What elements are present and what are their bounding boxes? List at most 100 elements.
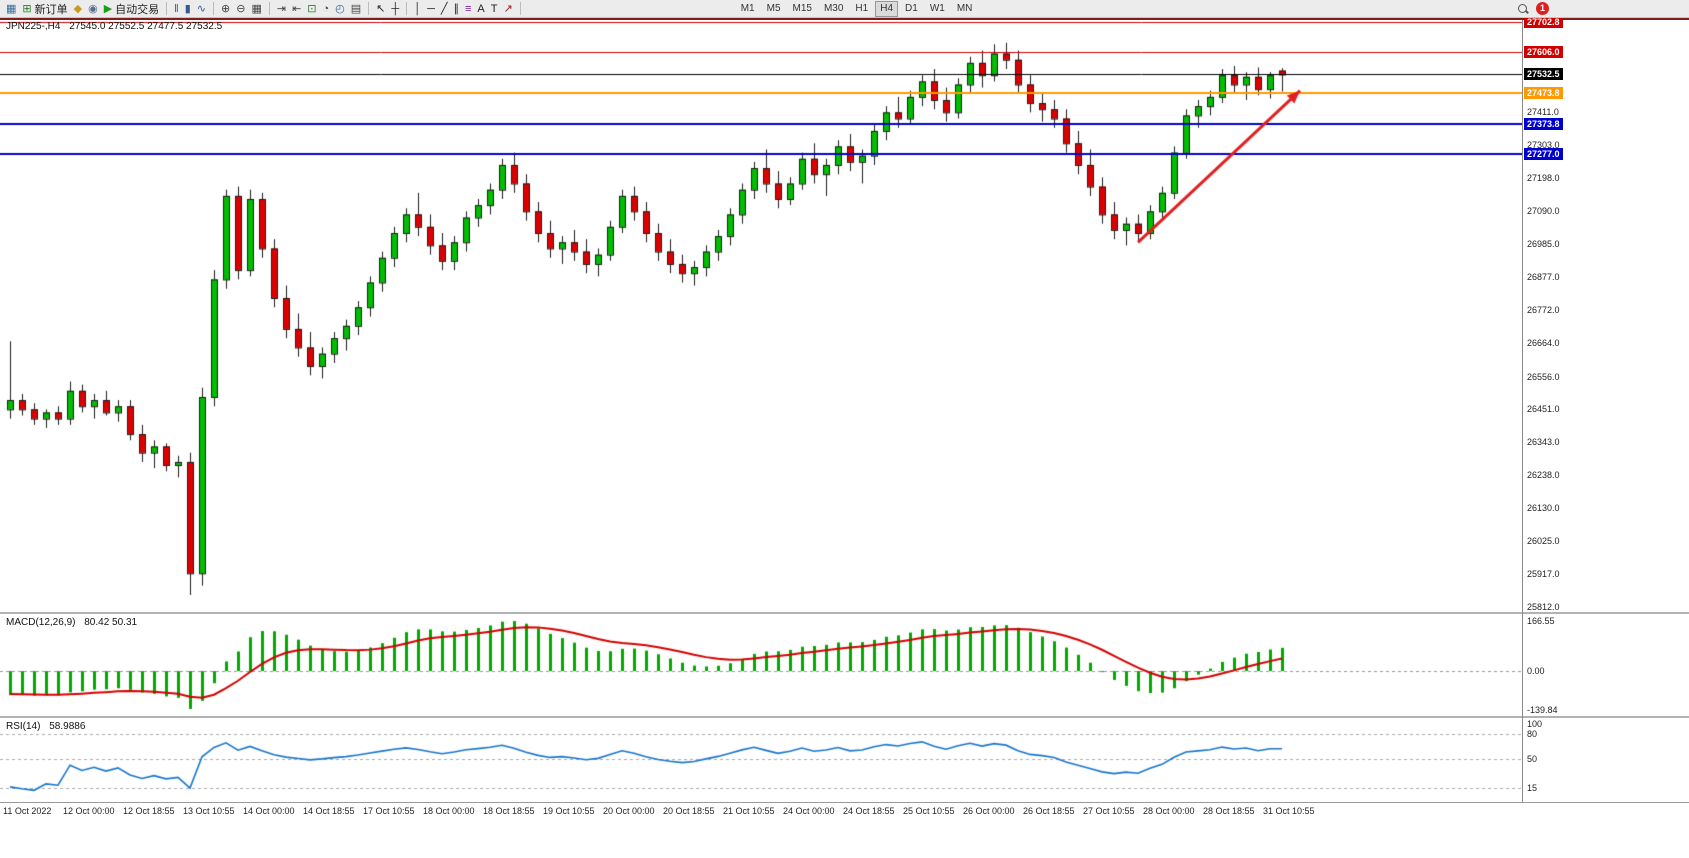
timeframe-m1[interactable]: M1: [740, 2, 755, 14]
chart-symbol-period: JPN225-,H4: [6, 21, 61, 32]
timeframe-m5[interactable]: M5: [766, 2, 781, 14]
timeframe-h4[interactable]: H4: [875, 0, 899, 17]
time-axis-label: 11 Oct 2022: [3, 806, 52, 816]
notifications-badge[interactable]: 1: [1536, 2, 1549, 15]
price-chart-panel: JPN225-,H4 27545.0 27552.5 27477.5 27532…: [0, 18, 1522, 612]
horizontal-line-button[interactable]: ─: [424, 1, 438, 17]
chart-shift-icon: ⇤: [292, 2, 302, 15]
panel-separator[interactable]: [0, 716, 1689, 718]
price-chart-canvas[interactable]: [0, 18, 1522, 612]
rsi-scale-label: 80: [1527, 729, 1538, 739]
panel-separator[interactable]: [0, 612, 1689, 614]
trendline-button[interactable]: ╱: [438, 1, 451, 17]
time-axis-label: 28 Oct 00:00: [1143, 806, 1195, 816]
candlestick-chart-button[interactable]: ▮: [182, 1, 194, 17]
indicators-button[interactable]: ◉: [85, 1, 101, 17]
price-tick: 26130.0: [1527, 503, 1560, 513]
time-axis-label: 21 Oct 10:55: [723, 806, 775, 816]
channel-button[interactable]: ∥: [450, 1, 462, 17]
time-axis-label: 27 Oct 10:55: [1083, 806, 1135, 816]
price-tick: 26451.0: [1527, 404, 1560, 414]
zoom-out-button[interactable]: ⊖: [233, 1, 248, 17]
indicators-icon: ◉: [88, 2, 98, 15]
price-box: 27702.8: [1524, 16, 1563, 28]
new-order-button-label: 新订单: [34, 3, 68, 16]
bar-chart-button[interactable]: ‖: [171, 1, 182, 17]
new-order-button[interactable]: ⊞ 新订单: [19, 1, 70, 17]
chart-shift-button[interactable]: ⇤: [289, 1, 304, 17]
timeframe-m30[interactable]: M30: [823, 2, 844, 14]
price-tick: 26664.0: [1527, 338, 1560, 348]
text-button[interactable]: A: [474, 1, 487, 17]
channel-icon: ∥: [453, 2, 459, 15]
rsi-panel: RSI(14) 58.9886: [0, 718, 1522, 800]
new-chart-button[interactable]: ▦: [3, 1, 19, 17]
arrows-button[interactable]: ↗: [500, 1, 515, 17]
time-axis-label: 20 Oct 18:55: [663, 806, 715, 816]
price-tick: 26025.0: [1527, 536, 1560, 546]
timeframe-w1[interactable]: W1: [929, 2, 945, 14]
time-axis-label: 12 Oct 00:00: [63, 806, 115, 816]
label-button[interactable]: T: [488, 1, 501, 17]
history-center-icon: ◆: [73, 2, 83, 15]
chart-window-border: [0, 18, 1689, 20]
time-axis-label: 24 Oct 18:55: [843, 806, 895, 816]
toolbar-separator: [213, 2, 214, 15]
time-axis[interactable]: 11 Oct 2022 12 Oct 00:00 12 Oct 18:55 13 Oc…: [0, 802, 1689, 819]
rsi-label: RSI(14): [6, 721, 41, 732]
rsi-canvas[interactable]: [0, 718, 1522, 800]
line-chart-button[interactable]: ∿: [194, 1, 209, 17]
new-window-icon: ⊡: [307, 2, 317, 15]
price-tick: 26343.0: [1527, 437, 1560, 447]
news-button[interactable]: ▤: [348, 1, 364, 17]
chart-ohlc: 27545.0 27552.5 27477.5 27532.5: [69, 21, 223, 32]
price-scale[interactable]: 27411.0 27303.0 27198.0 27090.0 26985.0 26877…: [1523, 0, 1689, 858]
tile-windows-button[interactable]: ▦: [248, 1, 264, 17]
zoom-out-icon: ⊖: [236, 2, 246, 15]
toolbar: ▦ ⊞ 新订单 ◆ ◉ ▶ 自动交易 ‖ ▮ ∿ ⊕ ⊖ ▦ ⇥ ⇤ ⊡ ◔ ◴ ▤ ↖ ┼ │ ─ ╱ ∥ ≡ A T ↗ M1 M5 M1…: [0, 0, 1689, 18]
price-tick: 25812.0: [1527, 602, 1560, 612]
macd-canvas[interactable]: [0, 614, 1522, 716]
fibonacci-button[interactable]: ≡: [462, 1, 474, 17]
rsi-value: 58.9886: [49, 721, 86, 732]
price-box: 27606.0: [1524, 46, 1563, 58]
auto-scroll-button[interactable]: ⇥: [274, 1, 289, 17]
macd-values: 80.42 50.31: [84, 617, 138, 628]
time-axis-label: 24 Oct 00:00: [783, 806, 835, 816]
time-axis-label: 13 Oct 10:55: [183, 806, 235, 816]
vertical-line-button[interactable]: │: [411, 1, 424, 17]
crosshair-button[interactable]: ┼: [388, 1, 402, 17]
arrows-icon: ↗: [503, 2, 513, 15]
toolbar-spacer: [525, 8, 735, 9]
timeframe-m15[interactable]: M15: [792, 2, 812, 14]
horizontal-line-icon: ─: [427, 2, 435, 15]
toolbar-separator: [368, 2, 370, 15]
cursor-button[interactable]: ↖: [373, 1, 388, 17]
autotrading-button[interactable]: ▶ 自动交易: [101, 1, 162, 17]
auto-scroll-icon: ⇥: [276, 2, 287, 15]
macd-scale-zero: 0.00: [1527, 666, 1545, 676]
time-axis-label: 14 Oct 00:00: [243, 806, 295, 816]
toolbar-separator: [519, 2, 521, 15]
time-axis-label: 26 Oct 00:00: [963, 806, 1015, 816]
new-window-button[interactable]: ⊡: [304, 1, 319, 17]
new-order-icon: ⊞: [22, 2, 32, 15]
timeframe-mn[interactable]: MN: [956, 2, 973, 14]
history-center-button[interactable]: ◆: [71, 1, 85, 17]
bar-chart-icon: ‖: [174, 2, 179, 15]
rsi-title: RSI(14) 58.9886: [6, 721, 85, 732]
strategy-tester-button[interactable]: ◴: [332, 1, 348, 17]
price-tick: 25917.0: [1527, 569, 1560, 579]
toolbar-separator: [406, 2, 408, 15]
price-tick: 27090.0: [1527, 206, 1560, 216]
macd-scale-min: -139.84: [1527, 705, 1558, 715]
search-icon[interactable]: [1517, 3, 1529, 15]
time-axis-label: 28 Oct 18:55: [1203, 806, 1255, 816]
timeframe-d1[interactable]: D1: [905, 2, 918, 14]
timeframe-h1[interactable]: H1: [855, 2, 869, 14]
rsi-scale-label: 15: [1527, 783, 1538, 793]
time-axis-label: 17 Oct 10:55: [363, 806, 415, 816]
data-window-button[interactable]: ◔: [320, 1, 333, 17]
zoom-in-button[interactable]: ⊕: [218, 1, 233, 17]
price-box: 27473.8: [1524, 87, 1563, 99]
